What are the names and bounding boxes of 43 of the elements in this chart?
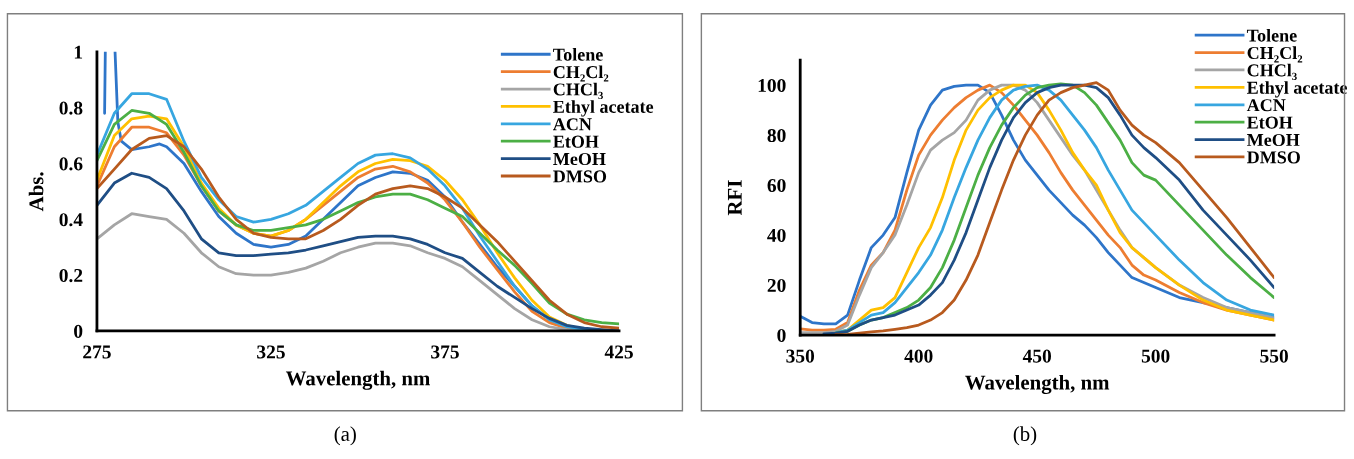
y-tick-label: 0.4 bbox=[59, 213, 83, 227]
x-tick-label: 425 bbox=[604, 345, 633, 359]
legend-label: DMSO bbox=[1247, 151, 1300, 164]
legend-label: ACN bbox=[552, 118, 592, 131]
legend-label: Tolene bbox=[1246, 28, 1297, 42]
legend-label: EtOH bbox=[1246, 116, 1293, 129]
x-tick-label: 500 bbox=[1141, 349, 1170, 363]
y-tick-label: 0.6 bbox=[59, 157, 83, 171]
y-tick-label: 1 bbox=[74, 45, 83, 59]
y-tick-label: 100 bbox=[758, 78, 786, 93]
legend-label: MeOH bbox=[553, 152, 606, 166]
legend-label: CHCl₃ bbox=[1247, 63, 1297, 81]
x-axis-title: Wavelength, nm bbox=[285, 370, 430, 390]
legend-label: DMSO bbox=[553, 170, 607, 183]
x-tick-label: 550 bbox=[1260, 349, 1288, 363]
y-tick-label: 0 bbox=[777, 328, 786, 343]
x-axis-title: Wavelength, nm bbox=[965, 374, 1110, 394]
legend-label: EtOH bbox=[553, 135, 599, 148]
x-tick-label: 275 bbox=[83, 345, 111, 359]
legend-label: Ethyl acetate bbox=[553, 100, 654, 117]
legend-label: Ethyl acetate bbox=[1246, 81, 1347, 98]
y-tick-label: 0.8 bbox=[59, 101, 83, 115]
x-tick-label: 350 bbox=[786, 349, 815, 363]
y-tick-label: 0.2 bbox=[59, 268, 83, 283]
y-axis-title: RFI bbox=[727, 180, 742, 216]
legend-label: MeOH bbox=[1246, 133, 1300, 147]
y-tick-label: 20 bbox=[767, 278, 786, 293]
y-tick-label: 80 bbox=[767, 128, 786, 143]
text: (b) bbox=[1013, 426, 1037, 446]
x-tick-label: 400 bbox=[904, 349, 933, 363]
legend-label: ACN bbox=[1246, 99, 1286, 112]
x-tick-label: 325 bbox=[257, 345, 285, 359]
legend-label: CHCl₃ bbox=[553, 82, 603, 100]
y-tick-label: 60 bbox=[767, 178, 786, 193]
legend-label: Tolene bbox=[553, 48, 603, 61]
y-tick-label: 40 bbox=[767, 228, 786, 243]
x-tick-label: 450 bbox=[1022, 349, 1052, 363]
x-tick-label: 375 bbox=[431, 345, 459, 359]
text: (a) bbox=[334, 426, 356, 446]
legend-label: CH₂Cl₂ bbox=[1247, 46, 1303, 63]
y-axis-title: Abs. bbox=[28, 172, 44, 212]
legend-label: CH₂Cl₂ bbox=[553, 65, 609, 82]
y-tick-label: 0 bbox=[74, 324, 83, 338]
